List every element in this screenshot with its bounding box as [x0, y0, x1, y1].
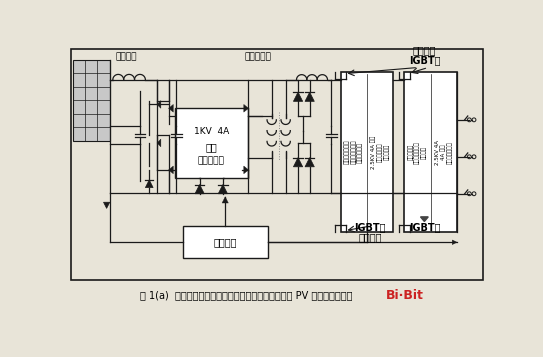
Text: 桥式低端: 桥式低端: [358, 232, 382, 242]
Bar: [175, 108, 249, 177]
Text: 电池电板: 电池电板: [115, 52, 137, 61]
Polygon shape: [293, 157, 302, 167]
Polygon shape: [222, 197, 228, 203]
Polygon shape: [169, 105, 173, 112]
Polygon shape: [305, 157, 314, 167]
Text: IGBT管: IGBT管: [409, 223, 440, 233]
Polygon shape: [420, 217, 428, 221]
Text: 隔离驱动器
降压斩波路路器
栅级驱动: 隔离驱动器 降压斩波路路器 栅级驱动: [408, 141, 427, 164]
Text: 2.5KV 4A
4A 半桥
栅级驱动路路器: 2.5KV 4A 4A 半桥 栅级驱动路路器: [435, 140, 453, 165]
Polygon shape: [305, 92, 314, 101]
Text: 2.5KV 4A 半桥
栅级驱动路路
隔离驱动器: 2.5KV 4A 半桥 栅级驱动路路 隔离驱动器: [371, 136, 389, 169]
Text: 1KV  4A: 1KV 4A: [194, 127, 229, 136]
Polygon shape: [244, 105, 249, 112]
Polygon shape: [169, 166, 173, 174]
Polygon shape: [244, 166, 249, 174]
Polygon shape: [293, 92, 302, 101]
Polygon shape: [452, 240, 457, 245]
Polygon shape: [146, 180, 153, 187]
Text: 栅级驱动器: 栅级驱动器: [198, 156, 225, 165]
Bar: [404, 72, 457, 232]
Bar: [73, 60, 110, 141]
Polygon shape: [157, 139, 161, 147]
Text: 高频变压器: 高频变压器: [244, 52, 271, 61]
Text: IGBT管: IGBT管: [355, 223, 386, 233]
Text: Bi·Bit: Bi·Bit: [386, 289, 424, 302]
Polygon shape: [157, 101, 161, 108]
Bar: [340, 72, 393, 232]
Text: 图 1(a)  基于高频微变压器的高电流输出相集成的并网 PV 逆变器中的方案: 图 1(a) 基于高频微变压器的高电流输出相集成的并网 PV 逆变器中的方案: [140, 290, 352, 300]
Text: 桥式高端: 桥式高端: [413, 46, 436, 56]
Text: 半桥: 半桥: [205, 142, 217, 152]
Polygon shape: [218, 185, 228, 194]
Polygon shape: [104, 202, 110, 208]
Bar: [71, 49, 483, 280]
Polygon shape: [195, 185, 204, 194]
Bar: [182, 226, 268, 258]
Text: IGBT管: IGBT管: [409, 55, 440, 65]
Text: 微控制器: 微控制器: [213, 237, 237, 247]
Text: 降压斩波路路器
半桥栅级驱动器
栅级驱动路路: 降压斩波路路器 半桥栅级驱动器 栅级驱动路路: [345, 140, 363, 165]
